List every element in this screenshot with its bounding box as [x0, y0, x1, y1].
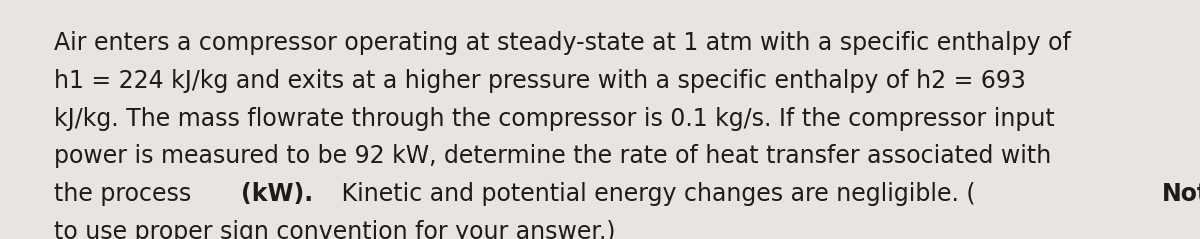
Text: Note:: Note: [1162, 182, 1200, 206]
Text: Kinetic and potential energy changes are negligible. (: Kinetic and potential energy changes are… [334, 182, 976, 206]
Text: Air enters a compressor operating at steady-state at 1 atm with a specific entha: Air enters a compressor operating at ste… [54, 31, 1070, 55]
Text: the process: the process [54, 182, 199, 206]
Text: kJ/kg. The mass flowrate through the compressor is 0.1 kg/s. If the compressor i: kJ/kg. The mass flowrate through the com… [54, 107, 1055, 130]
Text: power is measured to be 92 kW, determine the rate of heat transfer associated wi: power is measured to be 92 kW, determine… [54, 144, 1051, 168]
Text: to use proper sign convention for your answer.): to use proper sign convention for your a… [54, 220, 616, 239]
Text: (kW).: (kW). [241, 182, 313, 206]
Text: h1 = 224 kJ/kg and exits at a higher pressure with a specific enthalpy of h2 = 6: h1 = 224 kJ/kg and exits at a higher pre… [54, 69, 1026, 93]
